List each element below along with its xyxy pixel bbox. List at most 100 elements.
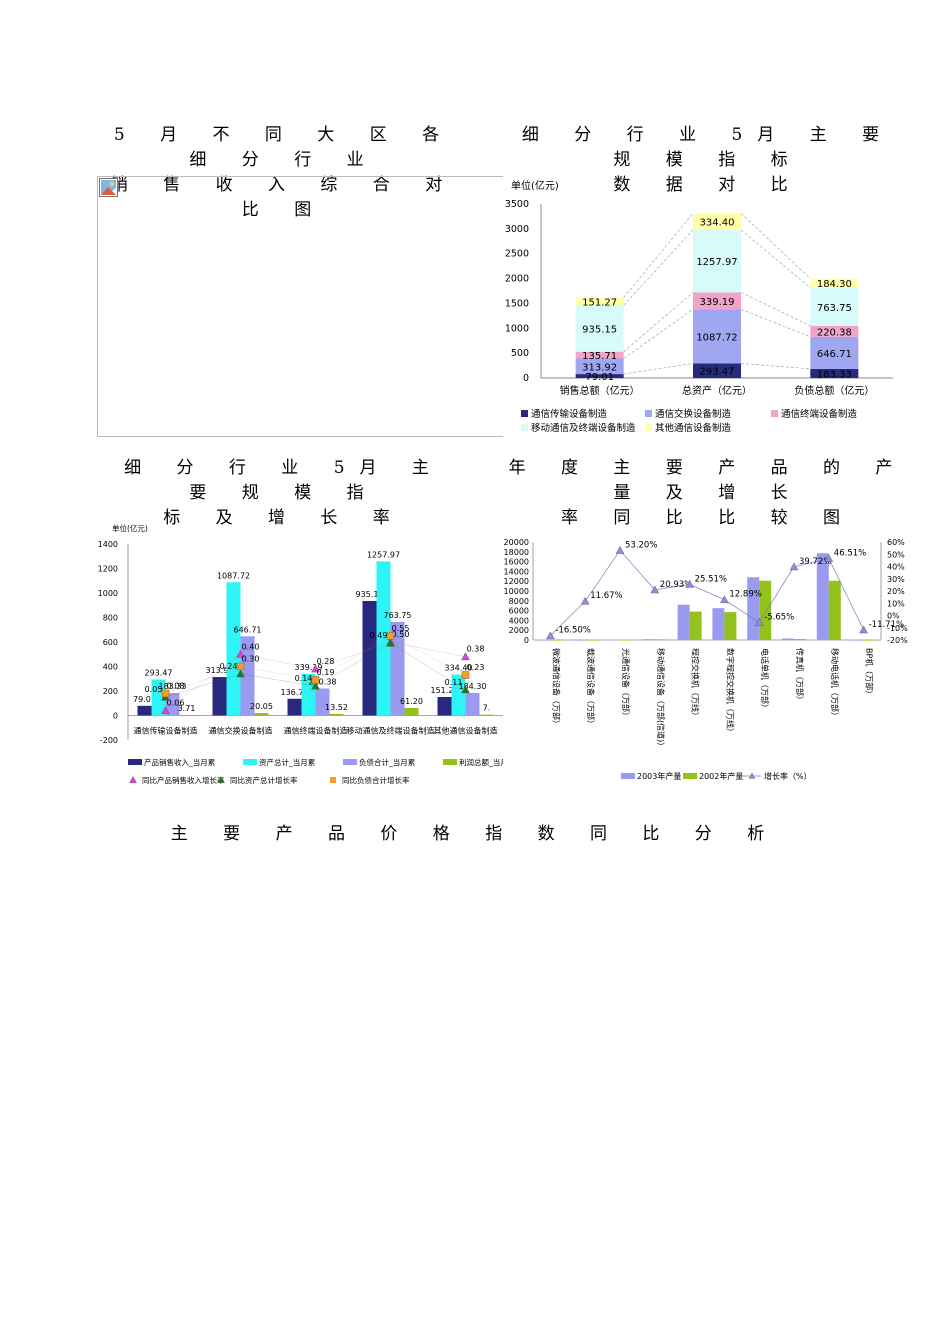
y-tick-label: 1400 (98, 540, 118, 549)
bar (689, 611, 702, 640)
y2-tick-label: 40% (887, 563, 905, 572)
rate-label: 0.11 (445, 678, 463, 687)
y-tick-label: 3500 (505, 199, 529, 210)
data-label: 646.71 (817, 349, 852, 360)
connector-line (740, 309, 811, 338)
legend-swatch (521, 410, 528, 417)
data-label: 646.71 (234, 625, 262, 634)
rate-marker (236, 662, 245, 671)
connector-line (740, 363, 811, 370)
chart4-title-line2: 率 同 比 比 较 图 (560, 508, 856, 528)
legend-label: 产品销售收入_当月累 (144, 757, 215, 767)
bar (816, 553, 829, 640)
bar (287, 698, 302, 716)
legend-label: 利润总额_当月累 (459, 757, 503, 767)
y-tick-label: 2000 (509, 626, 529, 635)
rate-marker (615, 545, 625, 554)
chart3-title-line2: 标 及 增 长 率 (163, 508, 405, 528)
bar (747, 577, 760, 640)
data-label: 334.40 (445, 664, 473, 673)
bar-segment (575, 305, 624, 352)
bar (642, 639, 655, 640)
y-tick-label: 1500 (505, 298, 529, 309)
chart3-title: 细 分 行 业 5月 主 要 规 模 指 标 及 增 长 率 (98, 456, 470, 531)
rate-label: 0.24 (220, 662, 238, 671)
unit-label: 单位(亿元) (511, 179, 559, 192)
data-label: 20.05 (250, 702, 273, 711)
legend-label: 移动通信及终端设备制造 (531, 422, 636, 434)
legend-label: 通信终端设备制造 (781, 408, 858, 420)
legend-swatch (683, 773, 697, 779)
x-category-label: 载波通信设备（万部） (586, 648, 596, 728)
rate-label: 0.23 (467, 663, 485, 672)
y-tick-label: 600 (103, 638, 118, 647)
rate-label: 39.72% (799, 557, 831, 567)
data-label: 220.38 (309, 678, 337, 687)
rate-label: 0.38 (467, 645, 485, 654)
data-label: 183.33 (817, 369, 852, 380)
y-tick-label: 1200 (98, 565, 118, 574)
connector-line (623, 213, 694, 298)
y-tick-label: -200 (100, 736, 118, 745)
unit-label: 单位(亿元) (112, 523, 148, 533)
rate-marker (461, 652, 470, 661)
connector-line (623, 363, 694, 375)
missing-chart-frame (97, 176, 503, 437)
chart4-title: 年 度 主 要 产 品 的 产 量 及 增 长 率 同 比 比 较 图 (503, 456, 913, 531)
rate-label: 0.14 (295, 674, 313, 683)
legend-marker (129, 776, 137, 783)
bar (677, 604, 690, 640)
bar (329, 713, 344, 716)
x-category-label: 通信交换设备制造 (209, 726, 273, 736)
x-category-label: 传真机（万部） (795, 648, 805, 704)
y-tick-label: 0 (523, 373, 529, 384)
connector-line (623, 292, 694, 352)
bar-segment (575, 358, 624, 375)
data-label: 763.75 (384, 611, 412, 620)
rate-label: 0.50 (392, 630, 410, 639)
bar (573, 639, 586, 641)
bar-segment (693, 363, 741, 378)
rate-label: -11.71% (869, 620, 904, 630)
x-category-label: 微波通信设备（万部） (551, 648, 561, 728)
x-category-label: 移动电话机（万部） (830, 648, 840, 720)
legend-label: 通信传输设备制造 (531, 408, 608, 420)
stacked-bar-chart: 单位(亿元) 0 500 1000 1500 2000 2500 3000 3500 销售总额（亿… (505, 179, 893, 434)
rate-marker (720, 595, 729, 604)
y-tick-label: 14000 (504, 567, 529, 576)
data-label: 935.15 (582, 324, 617, 335)
data-label: 135.71 (582, 351, 617, 362)
data-label: 151.27 (431, 686, 459, 695)
bar (724, 612, 737, 640)
y-tick-label: 6000 (509, 607, 529, 616)
y-tick-label: 10000 (504, 587, 529, 596)
rate-marker (580, 596, 590, 605)
bar (301, 673, 316, 716)
legend-label: 资产总计_当月累 (259, 757, 315, 767)
rate-marker (859, 625, 868, 634)
rate-label: 12.89% (729, 590, 761, 600)
bar (404, 708, 419, 716)
y-tick-label: 2000 (505, 274, 529, 285)
chart1-title-line1: 5 月 不 同 大 区 各 细 分 行 业 (113, 125, 455, 170)
bar (538, 639, 551, 641)
bar-segment (810, 368, 859, 378)
bar (437, 696, 452, 716)
y-tick-label: 0 (524, 636, 529, 645)
data-label: 334.40 (700, 218, 735, 229)
bar (851, 640, 864, 641)
rate-label: 0.28 (317, 657, 335, 666)
rate-marker (311, 676, 320, 684)
rate-label: 0.05 (145, 685, 163, 694)
data-label: 1087.72 (696, 332, 737, 343)
data-label: 1087.72 (217, 571, 250, 580)
y2-tick-label: 0% (887, 612, 900, 621)
legend-label: 增长率（%） (764, 771, 812, 781)
bar (712, 608, 725, 640)
rate-marker (236, 669, 245, 678)
bar (585, 639, 598, 641)
data-label: 1257.97 (367, 550, 400, 559)
legend-marker (748, 772, 756, 779)
x-category-label: 其他通信设备制造 (434, 726, 498, 736)
data-label: 79.01 (585, 372, 614, 383)
